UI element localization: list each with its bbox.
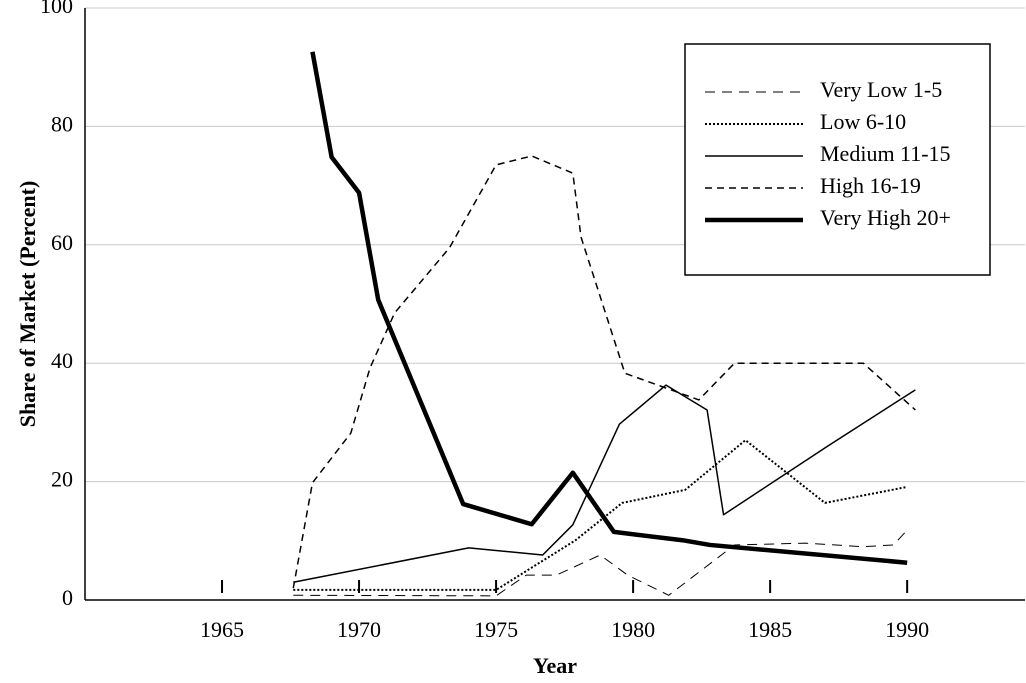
series-line [293, 384, 916, 583]
x-tick-label: 1965 [200, 617, 244, 642]
x-tick-label: 1970 [337, 617, 381, 642]
x-tick-label: 1975 [474, 617, 518, 642]
y-tick-label: 0 [62, 585, 73, 610]
legend-label: Medium 11-15 [820, 141, 951, 166]
x-tick-label: 1980 [611, 617, 655, 642]
series-line [292, 155, 916, 589]
x-axis-label: Year [533, 653, 577, 678]
legend-label: High 16-19 [820, 173, 921, 198]
series-line [293, 529, 908, 597]
legend-label: Very High 20+ [820, 205, 951, 230]
y-tick-label: 80 [51, 111, 73, 136]
y-tick-label: 100 [40, 0, 73, 18]
y-axis-label: Share of Market (Percent) [15, 181, 40, 428]
x-tick-label: 1990 [885, 617, 929, 642]
legend-box [684, 43, 991, 276]
x-tick-label: 1985 [748, 617, 792, 642]
y-tick-label: 60 [51, 230, 73, 255]
series-line [293, 439, 908, 591]
y-tick-label: 40 [51, 348, 73, 373]
series-line [310, 51, 908, 565]
legend-label: Very Low 1-5 [820, 77, 942, 102]
y-tick-label: 20 [51, 467, 73, 492]
legend-label: Low 6-10 [820, 109, 906, 134]
